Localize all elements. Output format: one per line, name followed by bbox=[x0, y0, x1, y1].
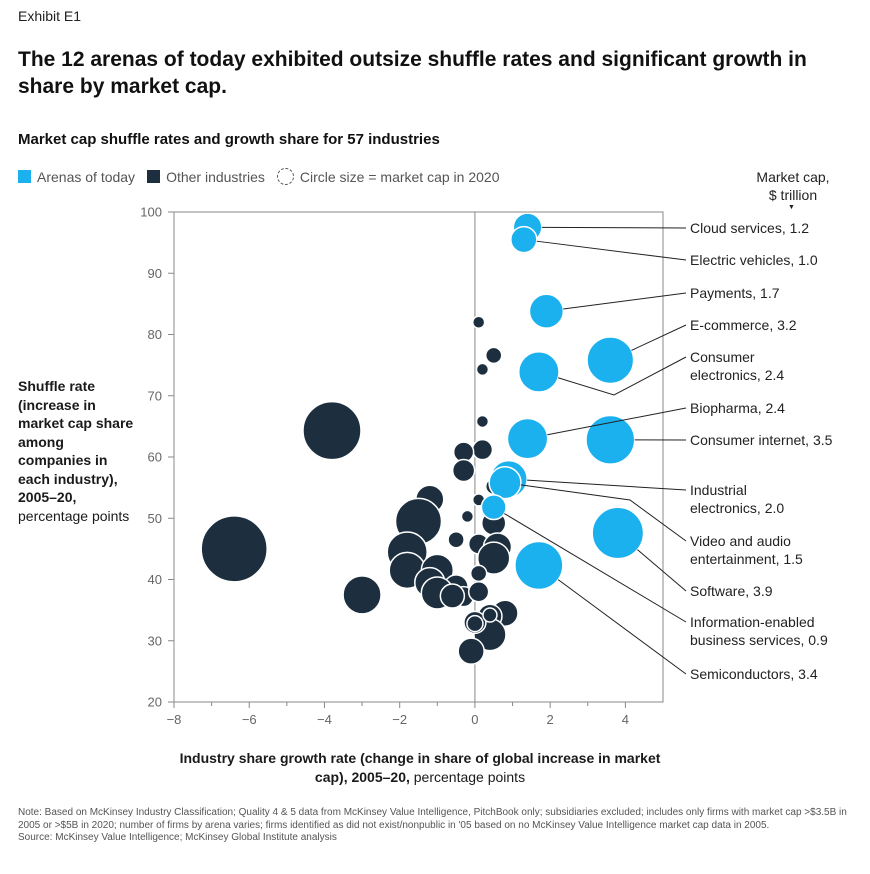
other-industry-bubble bbox=[482, 607, 498, 623]
callout-leader-line bbox=[541, 226, 687, 229]
callout-label: Electric vehicles, 1.0 bbox=[690, 252, 818, 268]
x-axis-label-unit: percentage points bbox=[409, 768, 526, 785]
notes: Note: Based on McKinsey Industry Classif… bbox=[18, 807, 858, 845]
arena-bubble bbox=[585, 414, 636, 465]
callout-label: E-commerce, 3.2 bbox=[690, 317, 797, 333]
other-industry-bubble bbox=[466, 614, 484, 633]
x-axis-label: Industry share growth rate (change in sh… bbox=[170, 749, 670, 786]
callout-leader-line bbox=[504, 513, 687, 623]
down-arrow-icon: ▼ bbox=[788, 204, 795, 211]
other-industry-bubble bbox=[469, 564, 488, 583]
other-industry-bubble bbox=[302, 400, 362, 461]
other-industry-bubble bbox=[484, 346, 503, 365]
x-tick-label: 4 bbox=[622, 712, 629, 727]
other-industry-bubble bbox=[342, 575, 382, 615]
callout-leader-line bbox=[527, 479, 687, 491]
x-axis-label-bold: Industry share growth rate (change in sh… bbox=[179, 750, 661, 785]
arena-bubble bbox=[514, 540, 564, 591]
callout-label: Cloud services, 1.2 bbox=[690, 220, 809, 236]
other-industry-bubble bbox=[200, 515, 268, 583]
arena-bubble bbox=[586, 336, 635, 385]
arena-bubble bbox=[517, 350, 560, 393]
callout-label: Payments, 1.7 bbox=[690, 285, 780, 301]
y-tick-label: 40 bbox=[148, 572, 162, 587]
x-tick-label: −8 bbox=[167, 712, 182, 727]
y-tick-label: 20 bbox=[148, 695, 162, 710]
callout-leader-line bbox=[520, 484, 687, 542]
callout-leader-line bbox=[557, 579, 687, 675]
y-tick-label: 90 bbox=[148, 266, 162, 281]
chart-title: The 12 arenas of today exhibited outsize… bbox=[18, 48, 807, 98]
x-tick-label: −4 bbox=[317, 712, 332, 727]
arena-bubble bbox=[506, 417, 549, 460]
arena-swatch bbox=[18, 170, 31, 183]
callout-label: Video and audio entertainment, 1.5 bbox=[690, 533, 803, 567]
plot-frame bbox=[173, 211, 664, 703]
callout-leader-line bbox=[637, 549, 687, 592]
arena-bubble bbox=[480, 494, 507, 521]
y-axis-label: Shuffle rate (increase in market cap sha… bbox=[18, 377, 138, 525]
chart-subtitle: Market cap shuffle rates and growth shar… bbox=[18, 131, 440, 148]
market-cap-header-line1: Market cap, bbox=[756, 169, 830, 185]
callout-label: Consumer electronics, 2.4 bbox=[690, 349, 784, 383]
callout-label: Semiconductors, 3.4 bbox=[690, 666, 818, 682]
legend-item-size: Circle size = market cap in 2020 bbox=[276, 168, 500, 185]
other-industry-bubble bbox=[457, 637, 485, 665]
x-tick-label: 0 bbox=[471, 712, 478, 727]
legend-size-label: Circle size = market cap in 2020 bbox=[299, 168, 500, 185]
y-tick-label: 60 bbox=[148, 450, 162, 465]
other-industry-bubble bbox=[447, 530, 465, 549]
y-tick-label: 50 bbox=[148, 511, 162, 526]
other-industry-bubble bbox=[471, 438, 494, 461]
arena-bubble bbox=[510, 225, 538, 254]
y-axis-label-bold: Shuffle rate (increase in market cap sha… bbox=[18, 378, 134, 505]
x-tick-label: 2 bbox=[547, 712, 554, 727]
other-industry-bubble bbox=[471, 315, 486, 329]
callout-leader-line bbox=[547, 407, 687, 436]
other-industry-bubble bbox=[475, 414, 490, 429]
legend-item-other: Other industries bbox=[147, 169, 265, 185]
callout-label: Information-enabled business services, 0.… bbox=[690, 614, 828, 648]
source-text: Source: McKinsey Value Intelligence; McK… bbox=[18, 832, 337, 843]
other-industry-bubble bbox=[475, 362, 490, 377]
x-tick-label: −2 bbox=[392, 712, 407, 727]
y-tick-label: 100 bbox=[140, 205, 162, 220]
callout-label: Software, 3.9 bbox=[690, 583, 773, 599]
callout-leader-line bbox=[557, 356, 687, 396]
y-axis-label-unit: percentage points bbox=[18, 507, 130, 524]
callout-label: Biopharma, 2.4 bbox=[690, 400, 785, 416]
callout-label: Consumer internet, 3.5 bbox=[690, 432, 833, 448]
callout-leader-line bbox=[631, 324, 687, 351]
callout-leader-line bbox=[563, 292, 687, 310]
arena-bubble bbox=[591, 506, 645, 560]
y-tick-label: 30 bbox=[148, 633, 162, 648]
other-industry-bubble bbox=[460, 509, 475, 524]
other-industry-bubble bbox=[476, 541, 511, 575]
other-swatch bbox=[147, 170, 161, 183]
dashed-circle-icon bbox=[276, 168, 294, 185]
other-industry-bubble bbox=[451, 458, 476, 483]
legend-item-arenas: Arenas of today bbox=[18, 169, 135, 185]
y-tick-label: 80 bbox=[148, 327, 162, 342]
other-industry-bubble bbox=[439, 583, 466, 609]
market-cap-header: Market cap, $ trillion bbox=[728, 168, 858, 204]
callout-leader-line bbox=[536, 240, 687, 261]
x-tick-label: −6 bbox=[242, 712, 257, 727]
market-cap-header-line2: $ trillion bbox=[768, 187, 818, 203]
note-text: Note: Based on McKinsey Industry Classif… bbox=[18, 807, 847, 831]
legend: Arenas of today Other industries Circle … bbox=[18, 168, 511, 185]
callout-label: Industrial electronics, 2.0 bbox=[690, 482, 784, 516]
legend-other-label: Other industries bbox=[166, 168, 265, 185]
exhibit-label: Exhibit E1 bbox=[18, 8, 82, 24]
legend-arenas-label: Arenas of today bbox=[37, 168, 136, 185]
y-tick-label: 70 bbox=[148, 388, 162, 403]
arena-bubble bbox=[528, 293, 565, 329]
arena-bubble bbox=[488, 466, 522, 500]
other-industry-bubble bbox=[467, 581, 490, 603]
